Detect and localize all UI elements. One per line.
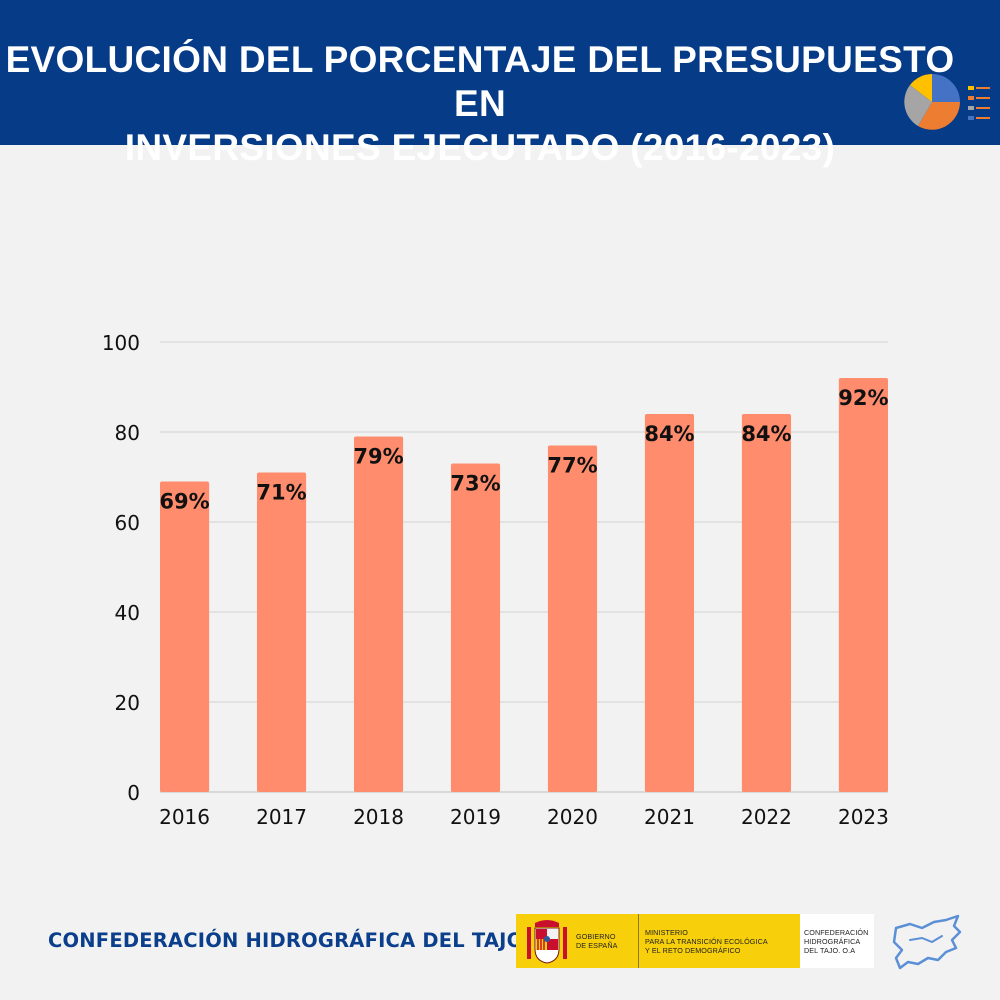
data-label: 92% xyxy=(838,386,888,410)
x-tick-label: 2019 xyxy=(450,805,501,829)
chtajo-line-2: HIDROGRÁFICA xyxy=(804,936,861,946)
chtajo-line-1: CONFEDERACIÓN xyxy=(804,927,869,937)
data-label: 77% xyxy=(547,454,597,478)
ministerio-block: MINISTERIO PARA LA TRANSICIÓN ECOLÓGICA … xyxy=(638,914,800,968)
y-tick-label: 100 xyxy=(102,331,140,355)
ministry-line-1: MINISTERIO xyxy=(645,927,688,937)
y-axis-tick-labels: 0 20 40 60 80 100 xyxy=(102,331,140,805)
spain-coat-of-arms-icon xyxy=(527,920,567,964)
ministerio-text: MINISTERIO PARA LA TRANSICIÓN ECOLÓGICA … xyxy=(645,928,768,955)
data-label: 79% xyxy=(353,445,403,469)
y-tick-label: 0 xyxy=(127,781,140,805)
tajo-basin-map-icon xyxy=(892,914,962,970)
chtajo-text: CONFEDERACIÓN HIDROGRÁFICA DEL TAJO. O.A xyxy=(804,928,868,955)
data-label: 73% xyxy=(450,472,500,496)
y-tick-label: 20 xyxy=(115,691,140,715)
data-label: 84% xyxy=(741,422,791,446)
x-axis-tick-labels: 2016 2017 2018 2019 2020 2021 2022 2023 xyxy=(159,805,889,829)
title-line-2: INVERSIONES EJECUTADO (2016-2023) xyxy=(124,127,836,168)
pie-chart-legend-icon xyxy=(904,74,990,130)
x-tick-label: 2021 xyxy=(644,805,695,829)
data-label: 71% xyxy=(256,481,306,505)
y-tick-label: 40 xyxy=(115,601,140,625)
bar-2020 xyxy=(547,445,598,792)
x-tick-label: 2022 xyxy=(741,805,792,829)
bar-chart: 0 20 40 60 80 100 2016 2017 2018 2019 2020 2021 202… xyxy=(102,331,889,829)
ministry-line-3: Y EL RETO DEMOGRÁFICO xyxy=(645,945,741,955)
bar-2019 xyxy=(450,463,501,792)
bar-2023 xyxy=(838,378,888,792)
data-label: 69% xyxy=(159,490,209,514)
gov-line-1: GOBIERNO xyxy=(576,932,616,941)
x-tick-label: 2017 xyxy=(256,805,307,829)
header-banner: EVOLUCIÓN DEL PORCENTAJE DEL PRESUPUESTO… xyxy=(0,0,1000,168)
x-tick-label: 2016 xyxy=(159,805,210,829)
bar-2022 xyxy=(741,414,792,792)
chtajo-block: CONFEDERACIÓN HIDROGRÁFICA DEL TAJO. O.A xyxy=(800,914,874,968)
bar-2017 xyxy=(256,472,307,792)
gobierno-text: GOBIERNO DE ESPAÑA xyxy=(576,932,618,950)
x-tick-label: 2020 xyxy=(547,805,598,829)
title-line-1: EVOLUCIÓN DEL PORCENTAJE DEL PRESUPUESTO… xyxy=(5,39,955,124)
chtajo-line-3: DEL TAJO. O.A xyxy=(804,945,856,955)
bar-2016 xyxy=(160,481,210,792)
bar-2018 xyxy=(353,436,404,792)
x-tick-label: 2023 xyxy=(838,805,889,829)
chart-bars xyxy=(160,378,888,792)
data-label: 84% xyxy=(644,422,694,446)
gobierno-block: GOBIERNO DE ESPAÑA xyxy=(516,914,638,968)
x-tick-label: 2018 xyxy=(353,805,404,829)
page-title: EVOLUCIÓN DEL PORCENTAJE DEL PRESUPUESTO… xyxy=(0,38,960,170)
gov-line-2: DE ESPAÑA xyxy=(576,941,618,950)
government-logo: GOBIERNO DE ESPAÑA MINISTERIO PARA LA TR… xyxy=(516,914,874,968)
y-tick-label: 60 xyxy=(115,511,140,535)
ministry-line-2: PARA LA TRANSICIÓN ECOLÓGICA xyxy=(645,936,768,946)
data-labels: 69% 71% 79% 73% 77% 84% 84% 92% xyxy=(159,386,888,514)
bar-2021 xyxy=(644,414,695,792)
y-tick-label: 80 xyxy=(115,421,140,445)
organization-name: CONFEDERACIÓN HIDROGRÁFICA DEL TAJO xyxy=(48,929,524,952)
